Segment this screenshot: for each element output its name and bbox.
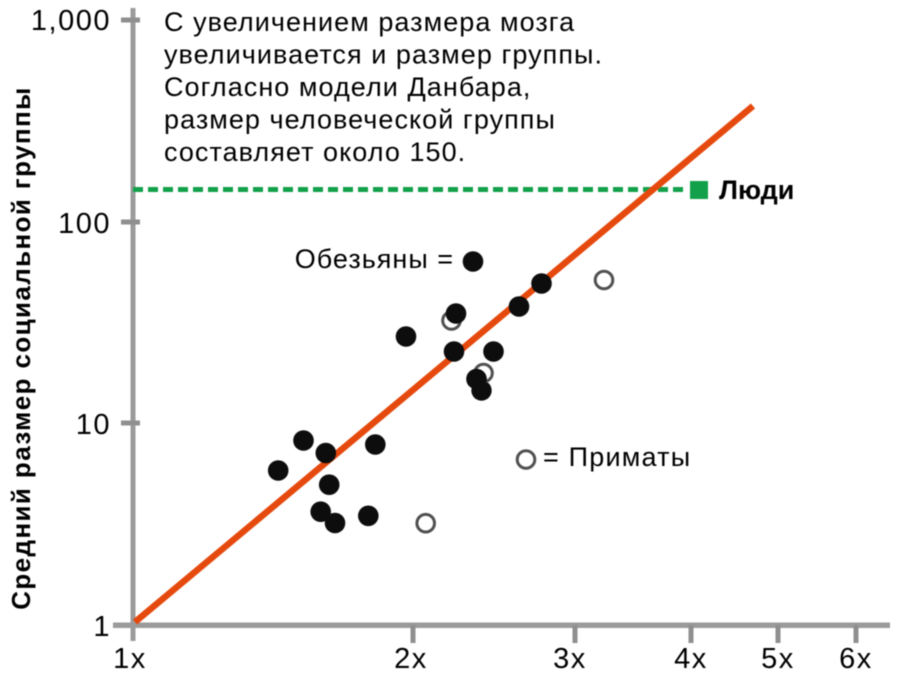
svg-text:1: 1 [93, 611, 111, 643]
svg-text:1,000: 1,000 [31, 5, 111, 37]
svg-text:1x: 1x [113, 643, 147, 675]
svg-text:6x: 6x [839, 643, 873, 675]
svg-text:100: 100 [58, 208, 111, 240]
svg-text:Согласно модели Данбара,: Согласно модели Данбара, [164, 72, 531, 102]
svg-text:увеличивается и размер группы.: увеличивается и размер группы. [164, 40, 603, 70]
svg-text:5x: 5x [761, 643, 795, 675]
svg-text:10: 10 [76, 409, 111, 441]
svg-text:Люди: Люди [719, 175, 794, 205]
svg-text:С увеличением размера мозга: С увеличением размера мозга [164, 7, 575, 37]
svg-text:= Приматы: = Приматы [543, 442, 691, 472]
svg-text:размер человеческой группы: размер человеческой группы [164, 105, 556, 135]
svg-text:4x: 4x [674, 643, 708, 675]
svg-text:2x: 2x [394, 643, 428, 675]
svg-text:Средний размер социальной груп: Средний размер социальной группы [6, 86, 36, 610]
svg-text:составляет около 150.: составляет около 150. [164, 137, 466, 167]
svg-text:Обезьяны =: Обезьяны = [295, 244, 454, 274]
svg-text:3x: 3x [553, 643, 587, 675]
